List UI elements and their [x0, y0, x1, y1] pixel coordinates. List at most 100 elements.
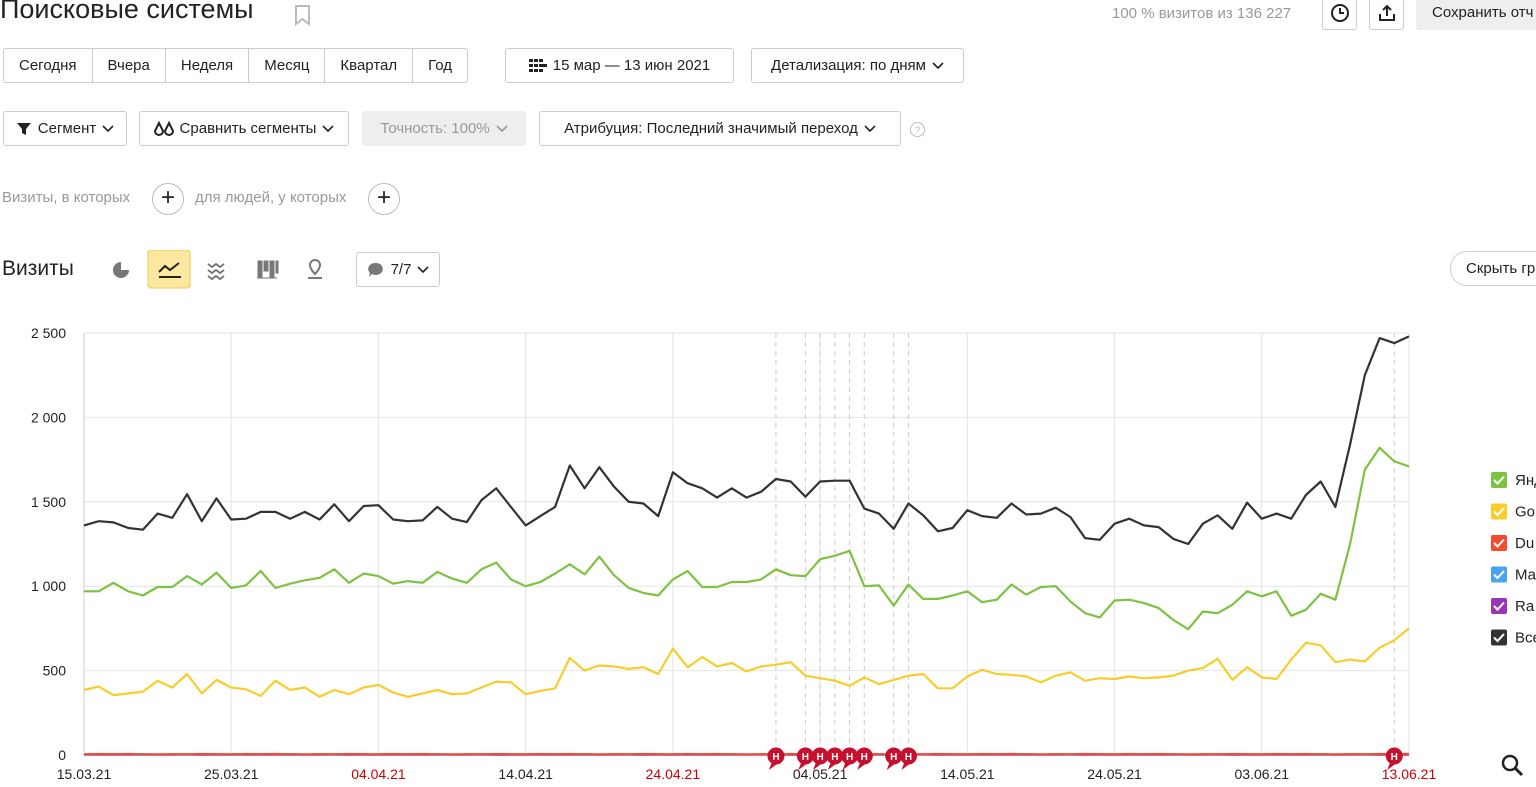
chevron	[417, 265, 429, 273]
history-button[interactable]	[1322, 0, 1357, 30]
filter-icon	[16, 122, 31, 135]
period-button[interactable]: Квартал	[325, 49, 414, 82]
series-line	[83, 627, 1410, 698]
legend-item[interactable]: Ra	[1491, 598, 1535, 615]
chevron	[322, 124, 335, 132]
marker-label: Н	[861, 752, 868, 763]
legend-label: Все	[1515, 630, 1536, 647]
area-chart-icon[interactable]	[207, 262, 225, 281]
clock-icon	[1330, 3, 1349, 22]
y-tick-label: 0	[58, 747, 66, 763]
marker-label: Н	[772, 752, 779, 763]
add-visit-condition[interactable]: +	[152, 183, 184, 215]
map-icon[interactable]	[308, 258, 322, 279]
share-icon	[1378, 4, 1395, 21]
attribution-button[interactable]: Атрибуция: Последний значимый переход	[539, 111, 901, 146]
period-button[interactable]: Неделя	[166, 49, 250, 82]
chart: 0 500 1 000 1 500 2 000 2 500 15.03.21 25.03.21…	[31, 325, 1536, 782]
help-icon[interactable]: ?	[909, 121, 926, 138]
holiday-marker[interactable]: Н	[855, 747, 873, 771]
legend-label: Ra	[1515, 598, 1535, 615]
section-title: Визиты	[2, 257, 74, 280]
compare-label: Сравнить сегменты	[179, 120, 317, 137]
legend-checkbox	[1491, 566, 1507, 583]
marker-circle	[1385, 747, 1403, 765]
legend-checkbox	[1491, 472, 1507, 488]
legend-item[interactable]: Все	[1491, 629, 1536, 647]
marker-circle	[899, 747, 917, 765]
legend-label: Go	[1515, 504, 1535, 521]
series-line	[83, 752, 1410, 756]
x-tick-label: 24.04.21	[646, 766, 701, 782]
legend-check	[1493, 475, 1505, 485]
holiday-marker[interactable]: Н	[826, 747, 844, 771]
holiday-marker[interactable]: Н	[767, 747, 785, 771]
holiday-marker[interactable]: Н	[796, 747, 814, 771]
marker-circle	[841, 747, 859, 765]
marker-circle	[796, 747, 814, 765]
calendar-icon	[528, 58, 547, 72]
date-range: 15 мар — 13 июн 2021	[552, 57, 711, 74]
holiday-marker[interactable]: Н	[885, 747, 903, 771]
legend-check	[1493, 633, 1505, 643]
bookmark-icon[interactable]	[293, 4, 313, 26]
legend-check	[1493, 507, 1505, 517]
compare-segments-button[interactable]: Сравнить сегменты	[139, 111, 349, 146]
accuracy-button[interactable]: Точность: 100%	[362, 111, 526, 146]
accuracy-label: Точность: 100%	[380, 120, 490, 137]
period-button[interactable]: Год	[428, 57, 453, 74]
people-condition: для людей, у которых	[195, 189, 347, 206]
holiday-marker[interactable]: Н	[841, 747, 859, 771]
chevron	[932, 61, 944, 69]
marker-label: Н	[890, 752, 897, 763]
segment-label: Сегмент	[37, 120, 97, 137]
chevron	[864, 124, 876, 132]
pie-chart-icon[interactable]	[113, 262, 129, 278]
date-range-button[interactable]: 15 мар — 13 июн 2021	[505, 48, 734, 83]
legend-label: Du	[1515, 535, 1534, 552]
bar-chart-icon[interactable]	[257, 260, 279, 279]
legend-checkbox	[1491, 598, 1507, 614]
x-tick-label: 04.04.21	[351, 766, 406, 782]
x-tick-label: 24.05.21	[1087, 766, 1142, 782]
holiday-marker[interactable]: Н	[899, 747, 917, 771]
svg-text:?: ?	[915, 126, 921, 137]
comment-icon	[367, 262, 383, 277]
search-icon[interactable]	[1501, 754, 1524, 777]
marker-circle	[767, 747, 785, 765]
chevron	[102, 124, 114, 132]
annotations-button[interactable]: 7/7	[356, 252, 440, 287]
legend-item[interactable]: Янд	[1491, 472, 1536, 489]
marker-circle	[811, 747, 829, 765]
share-button[interactable]	[1369, 0, 1404, 30]
x-tick-label: 25.03.21	[204, 766, 259, 782]
add-people-condition[interactable]: +	[368, 183, 400, 215]
y-tick-label: 1 500	[31, 494, 66, 510]
marker-label: Н	[802, 752, 809, 763]
legend-item[interactable]: Go	[1491, 503, 1535, 521]
legend-item[interactable]: Du	[1491, 535, 1534, 552]
legend-checkbox	[1491, 503, 1507, 520]
legend-item[interactable]: Ма	[1491, 566, 1536, 584]
y-tick-label: 2 500	[31, 325, 66, 341]
marker-circle	[885, 747, 903, 765]
detail-button[interactable]: Детализация: по дням	[751, 48, 964, 83]
period-button[interactable]: Месяц	[249, 49, 326, 82]
series-line	[84, 446, 1410, 631]
save-report-button[interactable]: Сохранить отч	[1416, 0, 1536, 30]
period-button[interactable]: Вчера	[93, 49, 166, 82]
y-tick-label: 500	[43, 663, 67, 679]
legend-checkbox	[1491, 629, 1507, 646]
legend-check	[1493, 601, 1505, 611]
holiday-marker[interactable]: Н	[1385, 747, 1403, 771]
detail-label: Детализация: по дням	[771, 57, 926, 74]
hide-chart-button[interactable]: Скрыть гр	[1450, 251, 1536, 286]
period-button[interactable]: Сегодня	[4, 49, 93, 82]
y-tick-label: 2 000	[31, 409, 66, 425]
holiday-marker[interactable]: Н	[811, 747, 829, 771]
segment-button[interactable]: Сегмент	[3, 111, 127, 146]
x-tick-label: 03.06.21	[1235, 766, 1290, 782]
period-selector: Сегодня Вчера Неделя Месяц Квартал Год	[3, 48, 469, 83]
marker-label: Н	[831, 752, 838, 763]
